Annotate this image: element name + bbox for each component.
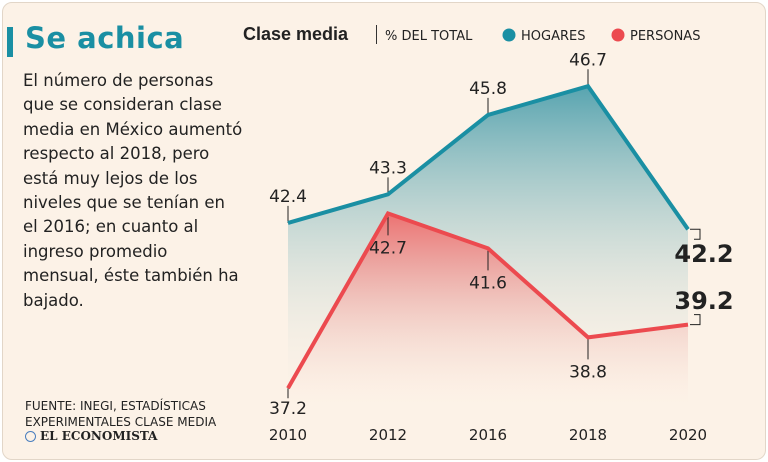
legend-marker-hogares (502, 28, 516, 42)
value-label-hogares: 46.7 (569, 50, 607, 70)
line-personas (286, 210, 689, 390)
value-label-hogares: 43.3 (369, 158, 407, 178)
x-tick-label: 2016 (469, 426, 507, 444)
description: El número de personas que se consideran … (23, 71, 243, 310)
value-label-hogares: 42.2 (674, 240, 733, 268)
leader-hogares (690, 228, 701, 240)
title-divider (376, 25, 377, 44)
value-label-hogares: 45.8 (469, 79, 507, 99)
value-label-personas: 39.2 (674, 287, 733, 315)
legend-label-personas: PERSONAS (630, 29, 700, 44)
brand: EL ECONOMISTA (25, 429, 157, 443)
x-tick-label: 2010 (269, 426, 307, 444)
leader-personas (690, 314, 701, 326)
x-axis: 2010 2012 2016 2018 2020 (269, 426, 707, 444)
value-labels: 42.4 43.3 45.8 46.7 42.2 37.2 42.7 41.6 38.8 39.2 (269, 50, 734, 419)
accent-bar (7, 27, 13, 57)
brand-logo-icon (25, 430, 36, 442)
legend-marker-personas (611, 28, 625, 42)
value-label-personas: 37.2 (269, 399, 307, 419)
line-hogares (287, 83, 690, 231)
value-label-hogares: 42.4 (269, 187, 307, 207)
x-tick-label: 2018 (569, 426, 607, 444)
chart-subtitle: % DEL TOTAL (385, 29, 473, 44)
x-tick-label: 2012 (369, 426, 407, 444)
headline: Se achica (25, 21, 185, 55)
value-label-personas: 42.7 (369, 238, 407, 258)
x-tick-label: 2020 (669, 426, 707, 444)
legend-label-hogares: HOGARES (521, 29, 585, 44)
chart-title: Clase media (243, 24, 349, 44)
brand-name: EL ECONOMISTA (40, 429, 158, 443)
value-label-personas: 38.8 (569, 362, 607, 382)
value-label-personas: 41.6 (469, 273, 507, 293)
source-note: FUENTE: INEGI, ESTADÍSTICAS EXPERIMENTAL… (25, 399, 217, 429)
